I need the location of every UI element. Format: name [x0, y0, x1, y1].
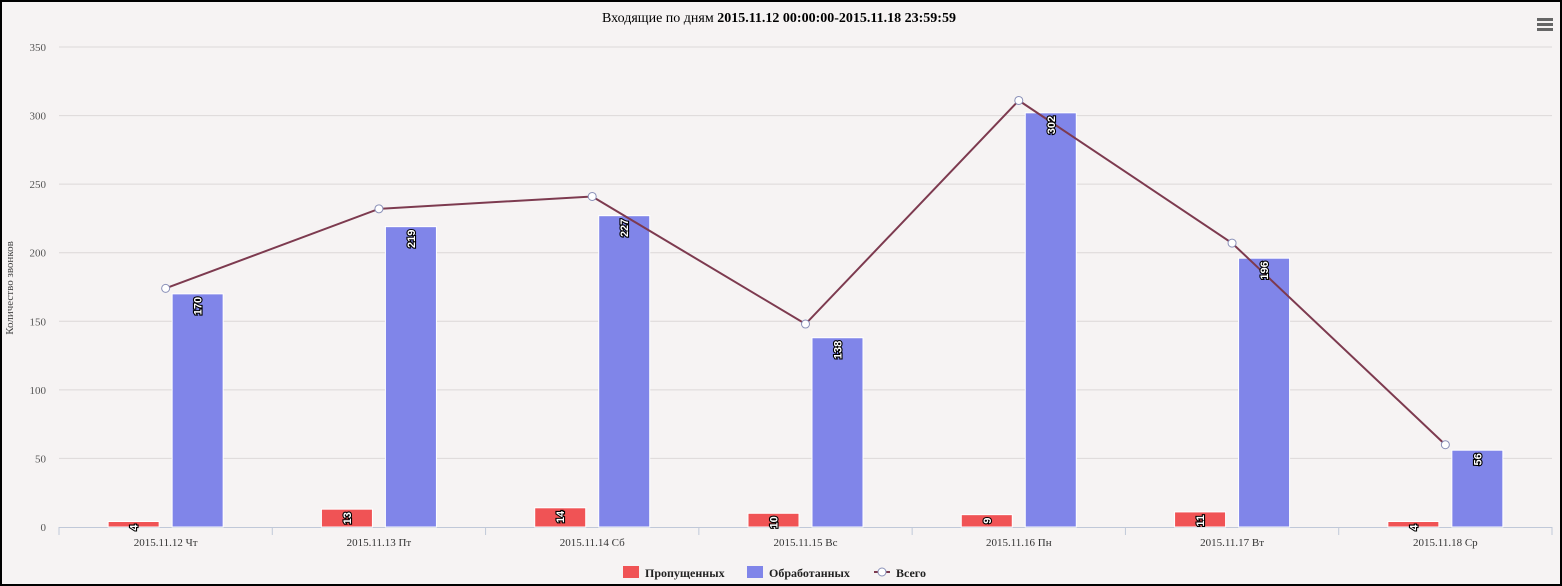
- bar-missed[interactable]: [534, 507, 587, 528]
- line-point[interactable]: [1014, 95, 1024, 105]
- y-tick-label: 0: [41, 522, 47, 534]
- x-tick-label: 2015.11.15 Вс: [773, 537, 837, 549]
- data-label: 10: [769, 516, 781, 528]
- x-tick-label: 2015.11.18 Ср: [1413, 537, 1478, 549]
- x-tick-label: 2015.11.14 Сб: [560, 537, 625, 549]
- bar-missed[interactable]: [960, 514, 1013, 528]
- y-tick-label: 100: [30, 385, 47, 397]
- data-label: 11: [1195, 515, 1207, 527]
- y-tick-label: 150: [30, 316, 47, 328]
- bar-missed[interactable]: [1174, 511, 1227, 528]
- line-point[interactable]: [1440, 440, 1450, 450]
- data-label: 4: [1408, 524, 1420, 531]
- data-label: 196: [1259, 261, 1271, 279]
- bar-handled[interactable]: [171, 293, 224, 528]
- legend-item[interactable]: Пропущенных: [623, 566, 725, 580]
- bar-missed[interactable]: [320, 508, 373, 528]
- x-tick-label: 2015.11.16 Пн: [986, 537, 1052, 549]
- bar-handled[interactable]: [1238, 257, 1291, 528]
- data-label: 56: [1472, 453, 1484, 465]
- line-point[interactable]: [161, 283, 171, 293]
- data-label: 13: [342, 512, 354, 524]
- bar-handled[interactable]: [811, 337, 864, 528]
- data-label: 138: [833, 341, 845, 359]
- data-label: 227: [619, 219, 631, 237]
- y-axis-title: Количество звонков: [4, 241, 16, 335]
- data-label: 9: [982, 518, 994, 524]
- line-point[interactable]: [587, 191, 597, 201]
- legend-item[interactable]: Обработанных: [747, 566, 850, 580]
- legend-label: Всего: [896, 566, 926, 580]
- y-tick-label: 300: [30, 111, 47, 123]
- hamburger-menu-icon: [1535, 14, 1557, 36]
- line-point[interactable]: [374, 204, 384, 214]
- legend-marker: [877, 567, 887, 577]
- bar-missed[interactable]: [107, 521, 160, 528]
- legend-swatch: [747, 566, 763, 578]
- y-tick-label: 350: [30, 42, 47, 54]
- x-tick-label: 2015.11.13 Пт: [347, 537, 412, 549]
- bar-missed[interactable]: [747, 512, 800, 528]
- y-tick-label: 200: [30, 248, 47, 260]
- line-point[interactable]: [1227, 238, 1237, 248]
- data-label: 170: [193, 297, 205, 315]
- legend-item[interactable]: Всего: [874, 566, 926, 580]
- bar-handled[interactable]: [1451, 449, 1504, 528]
- bar-handled[interactable]: [598, 215, 651, 528]
- bar-handled[interactable]: [384, 226, 437, 528]
- legend-label: Пропущенных: [645, 566, 725, 580]
- line-point[interactable]: [801, 319, 810, 329]
- data-label: 4: [129, 524, 141, 531]
- legend-label: Обработанных: [769, 566, 850, 580]
- y-tick-label: 50: [35, 453, 47, 465]
- x-tick-label: 2015.11.12 Чт: [134, 537, 198, 549]
- data-label: 14: [555, 510, 567, 523]
- chart-menu-button[interactable]: [1535, 14, 1557, 36]
- bar-handled[interactable]: [1024, 112, 1077, 528]
- bar-missed[interactable]: [1387, 521, 1440, 528]
- x-tick-label: 2015.11.17 Вт: [1200, 537, 1264, 549]
- data-label: 302: [1046, 116, 1058, 134]
- y-tick-label: 250: [30, 179, 47, 191]
- legend-swatch: [623, 566, 639, 578]
- data-label: 219: [406, 230, 418, 248]
- chart-title: Входящие по дням 2015.11.12 00:00:00-201…: [602, 11, 956, 26]
